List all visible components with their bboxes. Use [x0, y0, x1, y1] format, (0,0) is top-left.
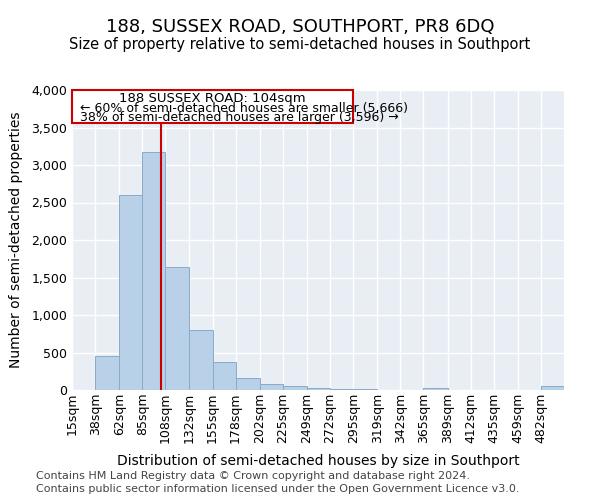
Bar	[119, 195, 142, 390]
Bar	[353, 389, 377, 390]
Bar	[541, 386, 564, 390]
Text: Contains public sector information licensed under the Open Government Licence v3: Contains public sector information licen…	[36, 484, 520, 494]
Bar	[260, 384, 283, 390]
Bar	[330, 389, 353, 390]
Bar	[212, 362, 236, 390]
Bar	[283, 386, 307, 390]
Bar	[236, 378, 260, 390]
Bar	[95, 356, 119, 390]
Text: Size of property relative to semi-detached houses in Southport: Size of property relative to semi-detach…	[70, 38, 530, 52]
FancyBboxPatch shape	[72, 90, 353, 123]
Bar	[424, 388, 448, 390]
Text: Contains HM Land Registry data © Crown copyright and database right 2024.: Contains HM Land Registry data © Crown c…	[36, 471, 470, 481]
Text: 188, SUSSEX ROAD, SOUTHPORT, PR8 6DQ: 188, SUSSEX ROAD, SOUTHPORT, PR8 6DQ	[106, 18, 494, 36]
Bar	[166, 267, 190, 390]
X-axis label: Distribution of semi-detached houses by size in Southport: Distribution of semi-detached houses by …	[116, 454, 520, 468]
Text: ← 60% of semi-detached houses are smaller (5,666): ← 60% of semi-detached houses are smalle…	[80, 102, 408, 115]
Text: 38% of semi-detached houses are larger (3,596) →: 38% of semi-detached houses are larger (…	[80, 111, 399, 124]
Bar	[190, 330, 212, 390]
Text: 188 SUSSEX ROAD: 104sqm: 188 SUSSEX ROAD: 104sqm	[119, 92, 306, 106]
Bar	[307, 388, 330, 390]
Bar	[142, 152, 166, 390]
Y-axis label: Number of semi-detached properties: Number of semi-detached properties	[9, 112, 23, 368]
